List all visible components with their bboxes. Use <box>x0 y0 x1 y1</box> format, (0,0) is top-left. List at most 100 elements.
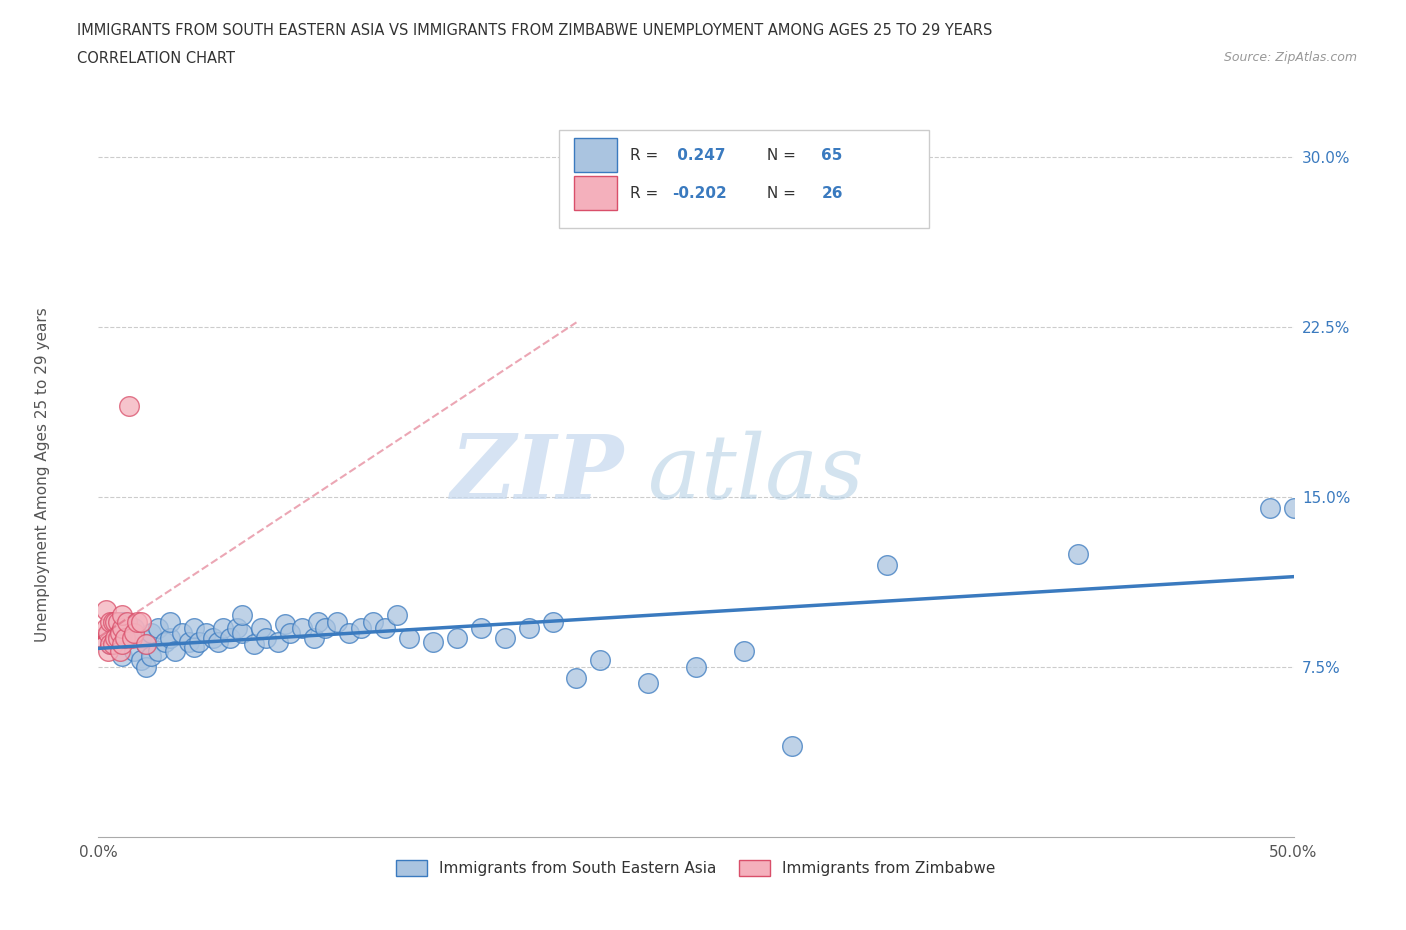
Point <box>291 621 314 636</box>
Text: Source: ZipAtlas.com: Source: ZipAtlas.com <box>1223 51 1357 64</box>
Point <box>115 631 138 645</box>
Point <box>159 614 181 629</box>
Point <box>307 614 329 629</box>
Point <box>139 626 162 641</box>
Point <box>685 659 707 674</box>
Legend: Immigrants from South Eastern Asia, Immigrants from Zimbabwe: Immigrants from South Eastern Asia, Immi… <box>388 853 1004 884</box>
Point <box>135 637 157 652</box>
Point <box>637 675 659 690</box>
Point <box>446 631 468 645</box>
Point <box>98 614 122 629</box>
Point <box>202 631 225 645</box>
Point <box>108 644 131 658</box>
Point <box>94 621 117 636</box>
Point <box>274 617 297 631</box>
Point <box>107 631 129 645</box>
Point <box>1067 546 1090 561</box>
Point <box>125 614 148 629</box>
Point <box>385 607 409 622</box>
Point <box>326 614 349 629</box>
Point <box>183 621 205 636</box>
Text: 26: 26 <box>821 186 844 201</box>
Point <box>517 621 540 636</box>
Point <box>135 659 157 674</box>
Point <box>470 621 492 636</box>
Point <box>111 614 134 629</box>
FancyBboxPatch shape <box>574 139 617 172</box>
Point <box>101 614 124 629</box>
Point <box>541 614 564 629</box>
Point <box>179 634 201 649</box>
Point <box>250 621 273 636</box>
Text: CORRELATION CHART: CORRELATION CHART <box>77 51 235 66</box>
Point <box>278 626 301 641</box>
Point <box>104 614 127 629</box>
Point <box>148 621 170 636</box>
Point <box>363 614 385 629</box>
Point <box>111 648 134 663</box>
Point <box>131 653 153 668</box>
Point <box>94 603 117 618</box>
Point <box>111 607 134 622</box>
Point <box>97 626 120 641</box>
Text: ZIP: ZIP <box>451 431 624 518</box>
Point <box>733 644 755 658</box>
Point <box>187 634 209 649</box>
Point <box>135 637 157 652</box>
Point <box>211 621 233 636</box>
Point <box>131 614 153 629</box>
Point <box>155 634 177 649</box>
Point <box>104 631 127 645</box>
Y-axis label: Unemployment Among Ages 25 to 29 years: Unemployment Among Ages 25 to 29 years <box>35 307 49 642</box>
Point <box>339 626 361 641</box>
Text: N =: N = <box>762 186 800 201</box>
Point <box>226 621 249 636</box>
Text: atlas: atlas <box>648 431 863 518</box>
Point <box>115 614 138 629</box>
Point <box>98 637 122 652</box>
Point <box>780 738 803 753</box>
Point <box>124 626 146 641</box>
Point <box>104 626 127 641</box>
Point <box>91 631 114 645</box>
Point <box>118 399 141 414</box>
Point <box>398 631 420 645</box>
Point <box>1258 501 1281 516</box>
Point <box>159 631 181 645</box>
Point <box>315 621 337 636</box>
FancyBboxPatch shape <box>574 176 617 209</box>
Point <box>131 631 153 645</box>
Point <box>97 644 120 658</box>
Point <box>195 626 218 641</box>
Text: -0.202: -0.202 <box>672 186 727 201</box>
Point <box>124 621 146 636</box>
Point <box>148 644 170 658</box>
Point <box>243 637 266 652</box>
Point <box>589 653 612 668</box>
Point <box>302 631 325 645</box>
Point <box>108 626 131 641</box>
Point <box>876 558 898 573</box>
Text: 0.247: 0.247 <box>672 149 725 164</box>
Point <box>231 607 253 622</box>
FancyBboxPatch shape <box>558 130 929 228</box>
Point <box>101 637 124 652</box>
Point <box>124 644 146 658</box>
Point <box>98 637 122 652</box>
Point <box>163 644 186 658</box>
Point <box>422 634 444 649</box>
Point <box>111 637 134 652</box>
Point <box>350 621 373 636</box>
Point <box>111 621 134 636</box>
Point <box>267 634 290 649</box>
Point <box>565 671 588 685</box>
Point <box>1282 501 1305 516</box>
Point <box>139 648 162 663</box>
Text: R =: R = <box>630 149 664 164</box>
Point <box>494 631 516 645</box>
Point <box>172 626 194 641</box>
Point <box>231 626 253 641</box>
Text: R =: R = <box>630 186 664 201</box>
Point <box>207 634 229 649</box>
Point <box>254 631 277 645</box>
